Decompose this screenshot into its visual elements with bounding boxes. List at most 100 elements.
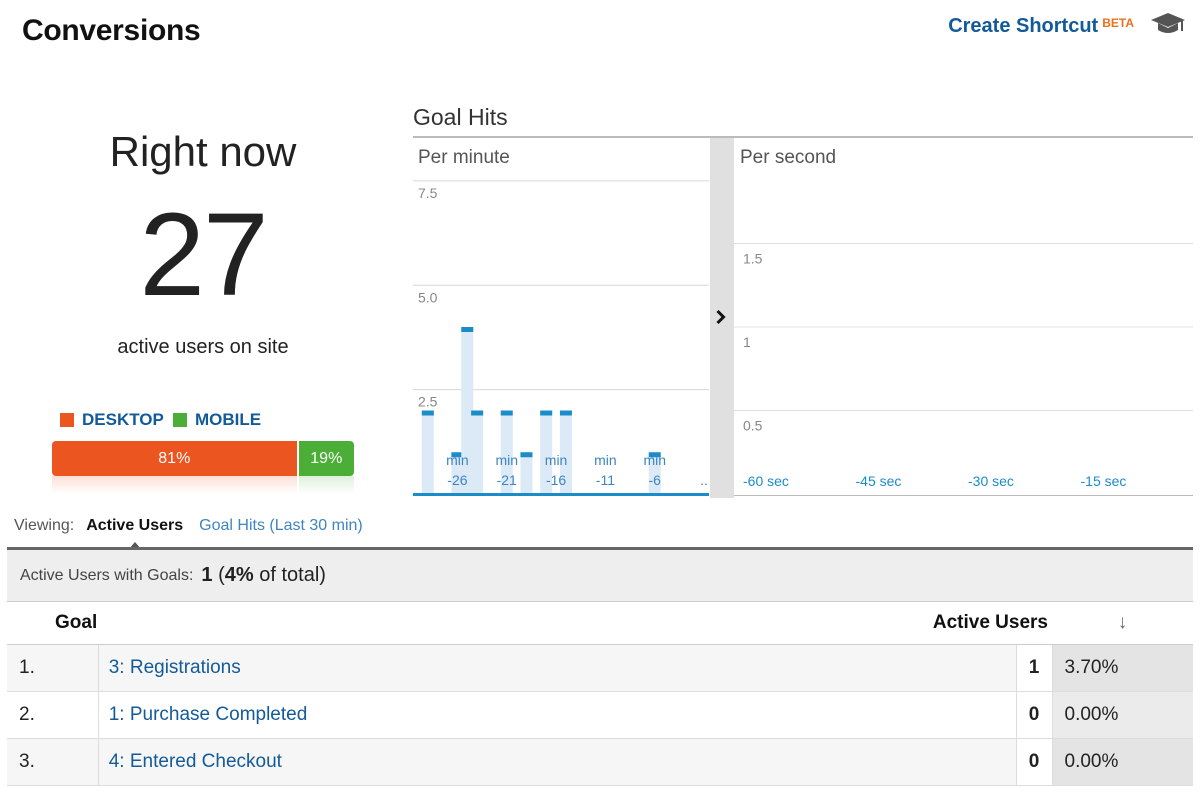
summary-paren: (	[218, 564, 225, 586]
per-minute-x-tick: ..	[700, 472, 708, 488]
per-minute-x-tick-top: min	[495, 452, 518, 468]
viewing-label: Viewing:	[14, 517, 75, 534]
device-share-bar: 81% 19%	[52, 441, 354, 476]
mobile-share-label: 19%	[310, 449, 343, 467]
per-minute-bar[interactable]	[500, 410, 513, 495]
goal-count: 1	[1015, 644, 1052, 692]
table-row: 3. 4: Entered Checkout 0 0.00%	[7, 738, 1193, 786]
row-number: 3.	[7, 738, 99, 786]
goals-table: Goal Active Users ↓ 1. 3: Registrations …	[7, 602, 1193, 786]
create-shortcut-label[interactable]: Create Shortcut	[948, 15, 1099, 37]
summary-suffix: of total)	[259, 564, 326, 586]
active-users-count: 27	[139, 189, 268, 321]
per-second-x-tick: -60 sec	[743, 473, 789, 489]
device-bar-reflection	[52, 476, 354, 494]
per-second-y-tick: 1.5	[743, 251, 763, 267]
per-minute-title-bg	[413, 150, 518, 172]
per-minute-x-tick-top: min	[594, 452, 617, 468]
per-second-y-tick: 0.5	[743, 418, 763, 434]
goal-percent: 3.70%	[1051, 644, 1193, 692]
mobile-share-segment: 19%	[296, 441, 354, 476]
per-minute-x-tick: -11	[596, 472, 615, 488]
goal-count: 0	[1015, 738, 1052, 786]
per-minute-x-tick: -21	[497, 472, 517, 488]
per-minute-x-tick-top: min	[446, 452, 469, 468]
per-second-gridlines	[734, 243, 1193, 411]
per-second-x-tick: -45 sec	[856, 473, 902, 489]
per-second-x-tick: -15 sec	[1081, 473, 1127, 489]
goal-hits-divider	[413, 136, 1193, 138]
legend-desktop: DESKTOP	[60, 410, 164, 430]
per-second-x-tick: -30 sec	[968, 473, 1014, 489]
row-number: 2.	[7, 691, 99, 739]
summary-label: Active Users with Goals:	[20, 566, 194, 584]
per-second-y-tick: 1	[743, 334, 751, 350]
per-minute-bar[interactable]	[648, 452, 661, 494]
mobile-reflection	[296, 476, 354, 494]
per-minute-x-tick-top: min	[545, 452, 568, 468]
per-minute-bar-cap	[461, 327, 474, 332]
per-minute-bar[interactable]	[461, 327, 474, 494]
goal-hits-title: Goal Hits	[413, 104, 508, 130]
page-title: Conversions	[22, 14, 201, 47]
goal-hits-charts: 2.55.07.5 Per minute min-26min-21min-16m…	[413, 138, 1193, 498]
graduation-cap-icon[interactable]	[1150, 10, 1186, 38]
per-minute-x-ticks: min -26 min -21 min -16 min -11 min -6..	[446, 452, 708, 488]
goal-link[interactable]: 4: Entered Checkout	[98, 738, 1016, 786]
per-minute-bar[interactable]	[471, 410, 484, 495]
summary-percent: 4%	[224, 564, 254, 586]
per-minute-x-tick: -26	[447, 472, 467, 488]
chevron-right-icon[interactable]	[716, 309, 726, 325]
beta-badge: BETA	[1102, 16, 1134, 30]
per-minute-bars	[421, 327, 661, 495]
per-minute-bar-cap	[540, 410, 553, 416]
active-users-caption: active users on site	[117, 336, 289, 358]
table-header-row: Goal Active Users ↓	[7, 602, 1193, 645]
table-row: 1. 3: Registrations 1 3.70%	[7, 644, 1193, 692]
desktop-share-label: 81%	[158, 449, 191, 467]
summary-value: 1	[201, 564, 213, 586]
desktop-reflection	[52, 476, 297, 494]
per-minute-y-tick: 2.5	[418, 394, 438, 410]
goal-percent: 0.00%	[1051, 691, 1193, 739]
per-minute-bar[interactable]	[421, 410, 434, 495]
row-number: 1.	[7, 644, 99, 692]
per-minute-gridlines	[413, 180, 709, 391]
legend-mobile: MOBILE	[173, 410, 261, 430]
goal-link[interactable]: 3: Registrations	[98, 644, 1016, 692]
per-second-x-ticks: -60 sec -45 sec -30 sec -15 sec	[743, 473, 1126, 489]
per-minute-y-tick: 5.0	[418, 289, 438, 305]
table-row: 2. 1: Purchase Completed 0 0.00%	[7, 691, 1193, 739]
per-minute-bar[interactable]	[559, 410, 572, 495]
per-second-y-ticks: 0.5 1 1.5	[743, 251, 763, 434]
tab-goal-hits[interactable]: Goal Hits (Last 30 min)	[199, 517, 363, 534]
viewing-tabs: Viewing: Active Users Goal Hits (Last 30…	[14, 517, 363, 550]
goals-table-panel: Active Users with Goals: 1 (4% of total)…	[7, 547, 1193, 786]
per-minute-bar-cap	[471, 410, 484, 416]
per-minute-bar[interactable]	[540, 410, 553, 495]
per-second-title: Per second	[740, 147, 836, 168]
legend-mobile-label: MOBILE	[195, 410, 262, 429]
per-minute-bar[interactable]	[520, 452, 533, 494]
goal-link[interactable]: 1: Purchase Completed	[98, 691, 1016, 739]
goal-column-header: Goal	[7, 602, 99, 645]
create-shortcut-link[interactable]: Create Shortcut BETA	[948, 15, 1134, 38]
per-minute-y-ticks: 2.5 5.0 7.5	[418, 185, 438, 410]
per-minute-bar-cap	[421, 410, 434, 416]
per-minute-x-tick: -6	[649, 472, 662, 488]
goal-count: 0	[1015, 691, 1052, 739]
per-minute-x-tick-top: min	[643, 452, 666, 468]
per-minute-bar-cap	[451, 452, 464, 458]
per-minute-bar[interactable]	[451, 452, 464, 494]
tab-active-users[interactable]: Active Users	[86, 517, 184, 550]
active-users-column-header[interactable]: Active Users	[98, 602, 1052, 645]
mobile-swatch	[173, 413, 187, 427]
arrow-down-icon[interactable]: ↓	[1052, 602, 1193, 645]
per-minute-x-tick: -16	[546, 472, 566, 488]
per-minute-bar-cap	[559, 410, 572, 416]
per-minute-bar-cap	[648, 452, 661, 458]
per-minute-bar-cap	[520, 452, 533, 458]
goal-percent: 0.00%	[1051, 738, 1193, 786]
summary-bar: Active Users with Goals: 1 (4% of total)	[7, 547, 1193, 602]
right-now-label: Right now	[109, 128, 297, 175]
